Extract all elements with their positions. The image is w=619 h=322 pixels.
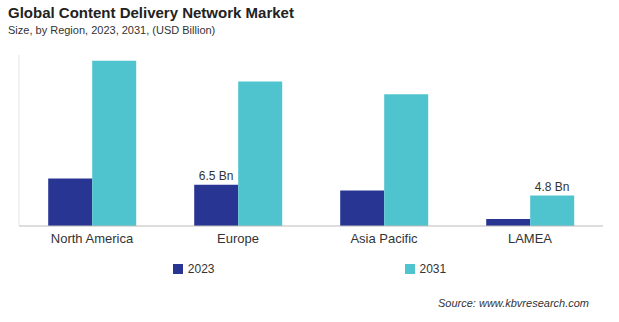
svg-text:North America: North America [51, 231, 134, 246]
html-text:Source: www.kbvresearch.com: Source: www.kbvresearch.com [438, 297, 589, 309]
html-text:Size, by Region, 2023, 2031, (: Size, by Region, 2023, 2031, (USD Billio… [8, 24, 216, 36]
svg-text:LAMEA: LAMEA [508, 231, 552, 246]
html-text:2031: 2031 [419, 262, 447, 276]
svg-text:6.5 Bn: 6.5 Bn [199, 169, 234, 183]
html-text:2023: 2023 [187, 262, 215, 276]
svg-text:Europe: Europe [217, 231, 259, 246]
svg-text:4.8 Bn: 4.8 Bn [535, 180, 570, 194]
svg-text:Asia Pacific: Asia Pacific [350, 231, 418, 246]
html-text:Global Content Delivery Networ: Global Content Delivery Network Market [8, 4, 294, 21]
